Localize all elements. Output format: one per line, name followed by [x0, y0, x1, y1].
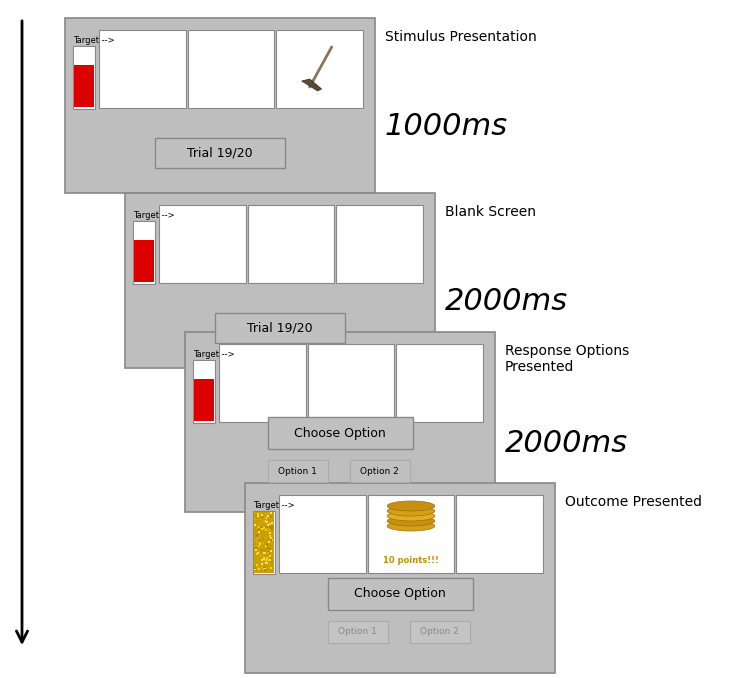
Bar — [349, 460, 410, 482]
Bar — [279, 495, 366, 573]
Text: Option 1: Option 1 — [338, 628, 377, 637]
Polygon shape — [302, 79, 321, 91]
Bar — [99, 30, 186, 108]
Bar — [245, 483, 555, 673]
Bar — [185, 332, 495, 512]
Text: Target -->: Target --> — [73, 36, 115, 45]
Text: Trial 19/20: Trial 19/20 — [187, 146, 252, 159]
Bar — [267, 417, 413, 449]
Bar — [134, 222, 154, 239]
Text: Option 1: Option 1 — [278, 466, 317, 475]
Bar — [215, 313, 345, 343]
Text: Choose Option: Choose Option — [294, 426, 386, 439]
Text: Target -->: Target --> — [253, 501, 294, 510]
Bar — [267, 460, 327, 482]
Bar — [133, 221, 155, 284]
Bar — [410, 621, 470, 643]
Bar — [125, 193, 435, 368]
Bar — [134, 240, 154, 282]
Bar — [396, 344, 483, 422]
Bar — [327, 578, 473, 610]
Bar — [155, 138, 285, 168]
Ellipse shape — [387, 506, 435, 516]
Bar — [253, 511, 275, 574]
Bar — [193, 360, 215, 423]
Bar — [457, 495, 543, 573]
Text: 2000ms: 2000ms — [505, 429, 628, 458]
Text: 10 points!!!: 10 points!!! — [383, 556, 439, 565]
Bar — [194, 379, 214, 421]
Text: Option 2: Option 2 — [420, 628, 459, 637]
Text: Blank Screen: Blank Screen — [445, 205, 536, 219]
Bar — [188, 30, 275, 108]
Ellipse shape — [387, 521, 435, 531]
Text: Outcome Presented: Outcome Presented — [565, 495, 702, 509]
Bar — [194, 361, 214, 378]
Bar — [368, 495, 454, 573]
Text: Response Options
Presented: Response Options Presented — [505, 344, 629, 374]
Ellipse shape — [387, 516, 435, 526]
Bar — [159, 205, 246, 283]
Bar — [276, 30, 363, 108]
Ellipse shape — [387, 511, 435, 521]
Text: Stimulus Presentation: Stimulus Presentation — [385, 30, 537, 44]
Text: 1000ms: 1000ms — [385, 112, 508, 141]
Text: Target -->: Target --> — [133, 211, 175, 220]
Text: Choose Option: Choose Option — [354, 588, 446, 601]
Text: Option 2: Option 2 — [360, 466, 399, 475]
Bar — [74, 65, 94, 106]
Bar — [308, 344, 394, 422]
Ellipse shape — [387, 501, 435, 511]
Bar — [327, 621, 388, 643]
Bar — [73, 46, 95, 109]
Bar — [219, 344, 305, 422]
Bar — [65, 18, 375, 193]
Text: Trial 19/20: Trial 19/20 — [247, 321, 313, 334]
Bar — [254, 512, 274, 573]
Bar — [74, 47, 94, 64]
Bar — [247, 205, 334, 283]
Text: 2000ms: 2000ms — [445, 287, 568, 316]
Text: Target -->: Target --> — [193, 350, 235, 359]
Bar — [336, 205, 423, 283]
